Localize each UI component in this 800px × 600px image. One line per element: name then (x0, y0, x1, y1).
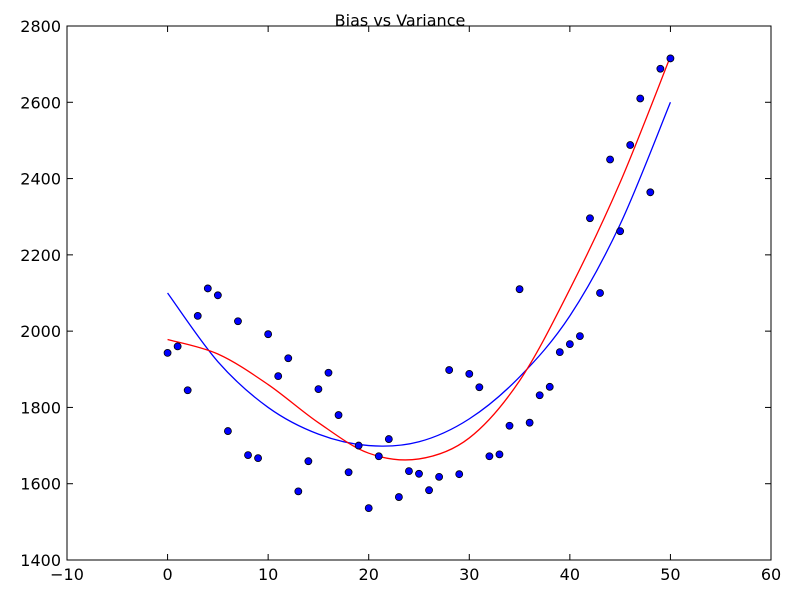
scatter-point (284, 354, 293, 363)
scatter-point (606, 155, 614, 164)
scatter-point (224, 427, 232, 435)
scatter-point (415, 469, 423, 478)
scatter-point (656, 64, 665, 73)
fit-lines (167, 56, 672, 461)
x-tick-label: −10 (50, 565, 84, 584)
y-tick-label: 1400 (20, 551, 61, 570)
x-tick-label: 50 (660, 565, 680, 584)
scatter-point (244, 451, 252, 460)
scatter-point (213, 291, 222, 300)
x-tick-label: 20 (359, 565, 379, 584)
y-tick-label: 1800 (20, 398, 61, 417)
y-axis-ticks: 1400 1600 1800 2000 2200 2400 2600 2800 (20, 17, 771, 570)
scatter-point (254, 454, 262, 463)
scatter-point (495, 450, 504, 459)
x-tick-label: 30 (459, 565, 479, 584)
scatter-point (183, 386, 192, 395)
scatter-point (535, 391, 544, 400)
scatter-point (405, 467, 413, 476)
scatter-point (555, 348, 564, 357)
scatter-point (425, 486, 433, 495)
scatter-point (354, 441, 363, 450)
scatter-point (505, 421, 514, 430)
scatter-point (435, 472, 444, 481)
scatter-point (666, 54, 675, 63)
x-axis-ticks: −10 0 10 20 30 40 50 60 (50, 26, 781, 584)
scatter-points (163, 54, 675, 513)
fit-line-blue (167, 102, 672, 447)
scatter-point (596, 289, 604, 297)
scatter-point (636, 94, 645, 103)
scatter-point (394, 493, 403, 501)
scatter-point (565, 340, 574, 349)
x-tick-label: 0 (162, 565, 172, 584)
x-tick-label: 40 (560, 565, 580, 584)
x-tick-label: 10 (258, 565, 278, 584)
scatter-point (455, 470, 464, 479)
scatter-point (374, 452, 383, 461)
scatter-point (344, 468, 353, 477)
scatter-point (364, 504, 373, 513)
scatter-point (384, 435, 393, 443)
scatter-point (525, 418, 534, 427)
scatter-point (234, 317, 242, 326)
scatter-point (646, 188, 655, 197)
scatter-point (586, 214, 594, 223)
scatter-point (304, 457, 313, 466)
scatter-point (203, 284, 212, 293)
scatter-point (616, 227, 625, 236)
scatter-point (515, 285, 524, 294)
scatter-point (445, 366, 454, 374)
scatter-point (163, 348, 172, 357)
scatter-point (274, 372, 283, 381)
y-tick-label: 2600 (20, 93, 61, 112)
y-tick-label: 1600 (20, 475, 61, 494)
y-tick-label: 2800 (20, 17, 61, 36)
chart-title: Bias vs Variance (335, 11, 466, 30)
fit-line-red (167, 56, 672, 461)
y-tick-label: 2000 (20, 322, 61, 341)
scatter-point (173, 342, 182, 351)
scatter-point (475, 383, 484, 392)
scatter-point (545, 382, 554, 391)
x-tick-label: 60 (761, 565, 781, 584)
scatter-point (465, 369, 474, 378)
scatter-point (264, 330, 273, 339)
y-tick-label: 2200 (20, 246, 61, 265)
scatter-point (314, 385, 323, 394)
scatter-point (576, 332, 584, 341)
scatter-point (193, 311, 202, 320)
scatter-point (626, 141, 635, 149)
scatter-point (324, 368, 333, 377)
scatter-point (485, 452, 494, 461)
scatter-point (334, 411, 343, 419)
scatter-point (294, 487, 303, 496)
y-tick-label: 2400 (20, 170, 61, 189)
plot-frame (66, 25, 772, 561)
